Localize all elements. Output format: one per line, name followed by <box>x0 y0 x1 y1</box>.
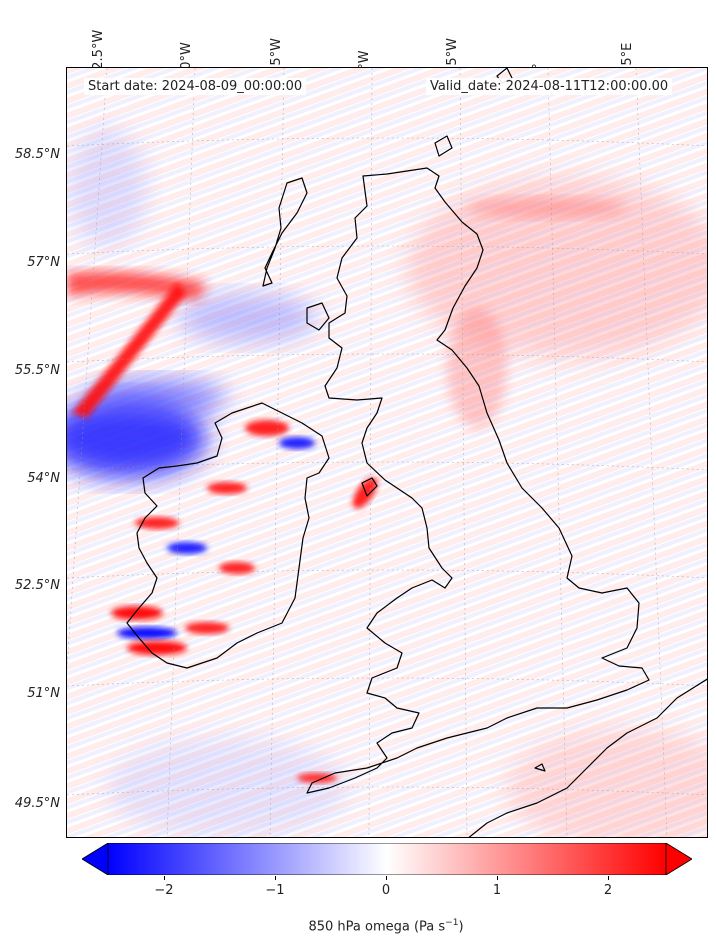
colorbar-tickmark <box>164 876 165 880</box>
colorbar <box>81 842 693 876</box>
colorbar-tick-label: −1 <box>265 883 285 898</box>
colorbar-gradient <box>107 842 667 876</box>
colorbar-label: 850 hPa omega (Pa s−1) <box>0 918 716 934</box>
hebrides-coast <box>262 177 308 287</box>
omega-features <box>67 198 627 783</box>
lat-label-51N: 51°N <box>27 686 60 701</box>
skye-coast <box>306 302 330 331</box>
lat-label-57N: 57°N <box>27 255 60 270</box>
colorbar-label-close: ) <box>458 919 464 935</box>
colorbar-tick-label: 0 <box>381 883 391 898</box>
colorbar-label-unit-exponent: −1 <box>445 918 459 928</box>
valid-date-text: Valid_date: 2024-08-11T12:00:00.00 <box>426 78 673 95</box>
colorbar-tick-label: 2 <box>603 883 613 898</box>
isle-of-man-coast <box>361 477 378 497</box>
lat-label-52.5N: 52.5°N <box>14 578 60 593</box>
colorbar-tickmark <box>608 876 609 880</box>
lat-label-49.5N: 49.5°N <box>14 796 60 811</box>
colorbar-tickmark <box>386 876 387 880</box>
map-panel <box>66 67 708 838</box>
colorbar-tickmark <box>497 876 498 880</box>
colorbar-tickmark <box>275 876 276 880</box>
lat-label-54N: 54°N <box>27 471 60 486</box>
ireland-coast <box>126 402 330 669</box>
colorbar-under-arrow <box>81 842 109 876</box>
orkney-coast <box>434 135 453 157</box>
lat-label-58.5N: 58.5°N <box>14 147 60 162</box>
colorbar-label-text: 850 hPa omega (Pa s <box>308 919 446 935</box>
colorbar-tick-label: −2 <box>154 883 174 898</box>
colorbar-over-arrow <box>665 842 693 876</box>
colorbar-tick-label: 1 <box>492 883 502 898</box>
lat-label-55.5N: 55.5°N <box>14 363 60 378</box>
coastlines <box>126 68 707 837</box>
graticule <box>67 68 707 837</box>
start-date-text: Start date: 2024-08-09_00:00:00 <box>84 78 307 95</box>
omega-field-map <box>67 68 707 837</box>
channel-islands <box>534 763 546 772</box>
france-coast <box>468 678 707 837</box>
great-britain-coast <box>306 167 650 794</box>
